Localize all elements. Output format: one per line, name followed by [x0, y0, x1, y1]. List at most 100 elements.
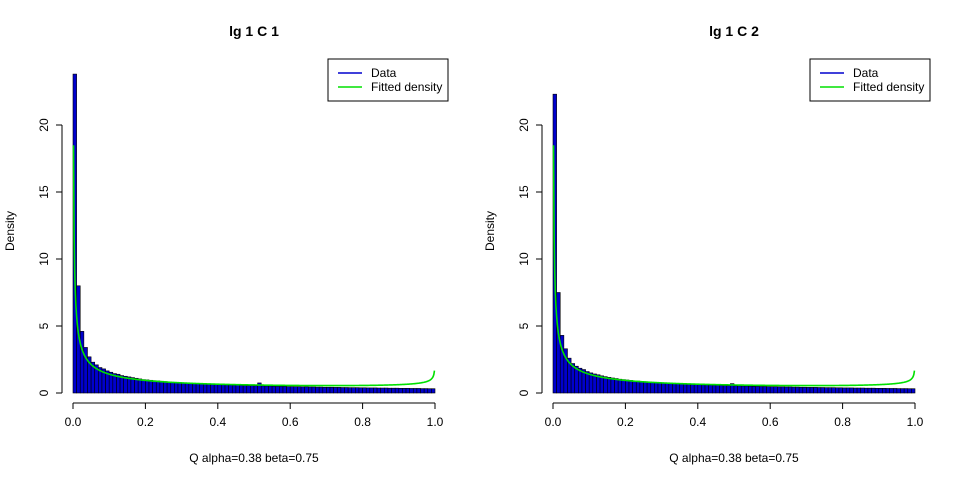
histogram-bar [250, 385, 255, 394]
histogram-bar [737, 385, 742, 394]
histogram-bar [340, 387, 345, 394]
fitted-density-line [72, 145, 436, 387]
histogram-bar [224, 384, 229, 394]
histogram-bar [798, 386, 804, 394]
histogram-bar [282, 385, 287, 394]
x-axis-label: Q alpha=0.38 beta=0.75 [189, 451, 319, 465]
y-tick-label: 10 [517, 252, 531, 266]
histogram-bar [206, 383, 211, 394]
histogram-bar [152, 380, 157, 394]
histogram-bar [690, 384, 695, 394]
histogram-bar [329, 386, 334, 394]
histogram-bar [748, 385, 753, 394]
histogram-bar [722, 385, 728, 394]
histogram-bar [376, 387, 381, 394]
fitted-density-line [552, 145, 916, 387]
histogram-bar [708, 384, 713, 394]
legend-label-fitted: Fitted density [853, 80, 924, 94]
histogram-bar [617, 378, 623, 394]
histogram-bar [892, 388, 898, 394]
histogram-bar [213, 384, 219, 394]
histogram-bar [672, 383, 677, 394]
histogram-bar [79, 331, 85, 394]
histogram-bar [405, 388, 410, 394]
histogram-bar [733, 385, 738, 394]
histogram-bar [874, 388, 880, 394]
histogram-bar [780, 386, 785, 394]
x-tick-label: 0.2 [137, 415, 154, 429]
x-tick-label: 1.0 [907, 415, 924, 429]
histogram-bar [588, 372, 594, 394]
legend-label-data: Data [371, 66, 397, 80]
histogram-bar [603, 376, 608, 394]
histogram-bar [228, 384, 233, 394]
histogram-bar [279, 385, 284, 394]
histogram-bar [358, 387, 363, 394]
histogram-bar [621, 379, 626, 394]
histogram-bar [835, 387, 840, 394]
histogram-bar [188, 383, 193, 394]
histogram-bar [856, 387, 862, 394]
histogram-bar [592, 373, 597, 394]
histogram-bar [773, 386, 778, 394]
x-axis: 0.0 0.2 0.4 0.6 0.8 1.0 [65, 402, 444, 429]
histogram-bar [668, 383, 673, 394]
histogram-bar [635, 380, 641, 394]
histogram-bar [402, 388, 407, 394]
histogram-bar [675, 383, 681, 394]
y-tick-label: 5 [517, 322, 531, 329]
histogram-bar [610, 377, 615, 394]
histogram-bar [416, 388, 421, 394]
histogram-bar [347, 387, 353, 394]
histogram-bar [239, 385, 244, 394]
histogram-bar [286, 386, 291, 394]
histogram-bar [166, 381, 172, 394]
histogram-bar [409, 388, 414, 394]
histogram-bars [552, 93, 916, 394]
histogram-bar [755, 385, 760, 394]
histogram-bar [650, 381, 655, 394]
legend-box [327, 58, 449, 102]
histogram-bar [628, 380, 633, 394]
histogram-bar [715, 385, 720, 394]
histogram-bar [711, 384, 717, 394]
histogram-bar [683, 383, 688, 394]
histogram-bar [824, 387, 829, 394]
legend-box [809, 58, 931, 102]
histogram-bar [431, 388, 436, 394]
histogram-bar [784, 386, 789, 394]
histogram-bar [657, 382, 662, 394]
histogram-bar [871, 387, 876, 394]
histogram-bar [853, 387, 858, 394]
histogram-bar [769, 386, 775, 394]
histogram-bar [163, 381, 168, 394]
histogram-bar [177, 382, 182, 394]
histogram-bar [231, 384, 237, 394]
histogram-bar [365, 387, 371, 394]
histogram-bar [300, 386, 305, 394]
histogram-bar [599, 375, 604, 394]
histogram-bar [311, 386, 316, 394]
histogram-bar [744, 385, 749, 394]
histogram-bar [384, 387, 389, 394]
x-tick-label: 0.6 [282, 415, 299, 429]
x-axis: 0.0 0.2 0.4 0.6 0.8 1.0 [545, 402, 924, 429]
histogram-bar [766, 386, 771, 394]
histogram-bar [704, 384, 709, 394]
histogram-bar [275, 385, 280, 394]
histogram-bar [145, 379, 150, 394]
histogram-bar [260, 385, 266, 394]
histogram-bar [860, 387, 865, 394]
histogram-bar [362, 387, 367, 394]
histogram-bar [911, 388, 916, 394]
histogram-bar [813, 387, 818, 394]
histogram-bar [614, 378, 619, 394]
histogram-bar [159, 380, 164, 394]
histogram-bar [195, 383, 201, 394]
x-tick-label: 0.0 [65, 415, 82, 429]
histogram-bar [606, 377, 612, 394]
y-tick-label: 20 [37, 118, 51, 132]
histogram-bar [838, 387, 843, 394]
